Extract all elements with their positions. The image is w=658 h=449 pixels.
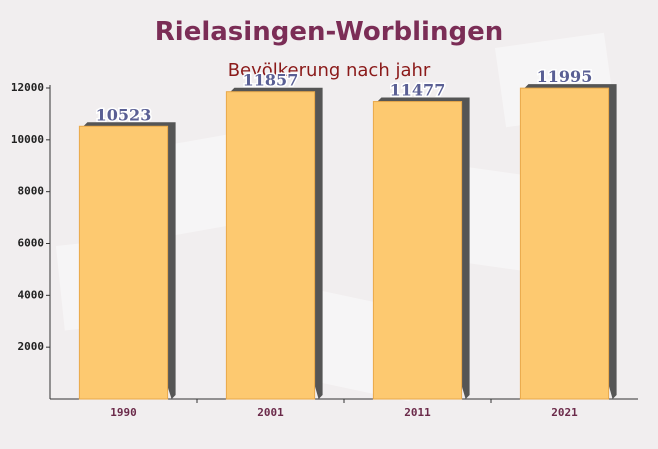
chart-subtitle: Bevölkerung nach jahr: [228, 60, 431, 81]
y-tick-label: 4000: [18, 288, 45, 301]
bar: [78, 125, 169, 400]
value-label: 11995: [537, 67, 593, 86]
value-label: 11857: [243, 71, 299, 90]
y-tick-label: 12000: [11, 81, 44, 94]
value-label: 10523: [96, 105, 152, 124]
x-tick-label: 2001: [257, 406, 284, 419]
bar: [519, 87, 610, 400]
y-tick-label: 6000: [18, 237, 45, 250]
bar: [372, 101, 463, 400]
y-tick-label: 10000: [11, 133, 44, 146]
y-tick-label: 8000: [18, 185, 45, 198]
bar: [225, 91, 316, 400]
value-label: 11477: [390, 81, 446, 100]
y-tick-label: 2000: [18, 340, 45, 353]
x-tick-label: 2011: [404, 406, 431, 419]
x-tick-label: 2021: [551, 406, 578, 419]
chart-title: Rielasingen-Worblingen: [155, 17, 503, 47]
x-tick-label: 1990: [110, 406, 137, 419]
